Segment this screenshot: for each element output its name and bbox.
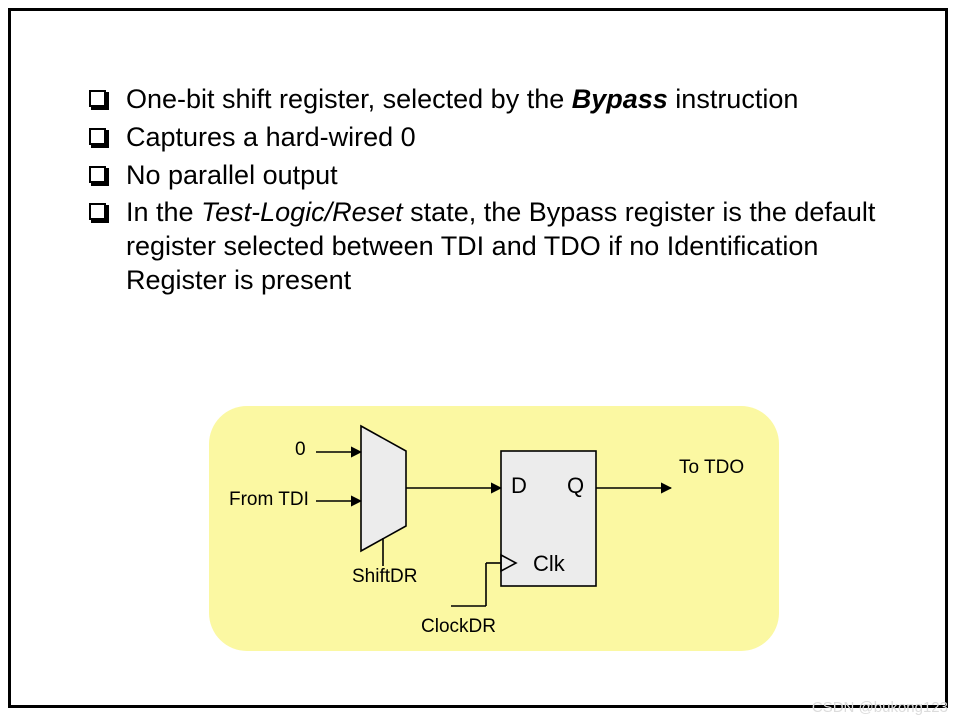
slide-frame: One-bit shift register, selected by the … [8,8,948,708]
label-clock-dr: ClockDR [421,616,496,638]
label-clk: Clk [533,551,565,577]
bypass-register-diagram [11,11,951,711]
label-to-tdo: To TDO [679,457,744,479]
label-zero: 0 [295,439,306,461]
label-from-tdi: From TDI [229,489,309,511]
label-d: D [511,473,527,499]
watermark: CSDN @bukong123 [812,699,948,716]
mux-shape [361,426,406,551]
label-q: Q [567,473,584,499]
label-shift-dr: ShiftDR [352,566,417,588]
